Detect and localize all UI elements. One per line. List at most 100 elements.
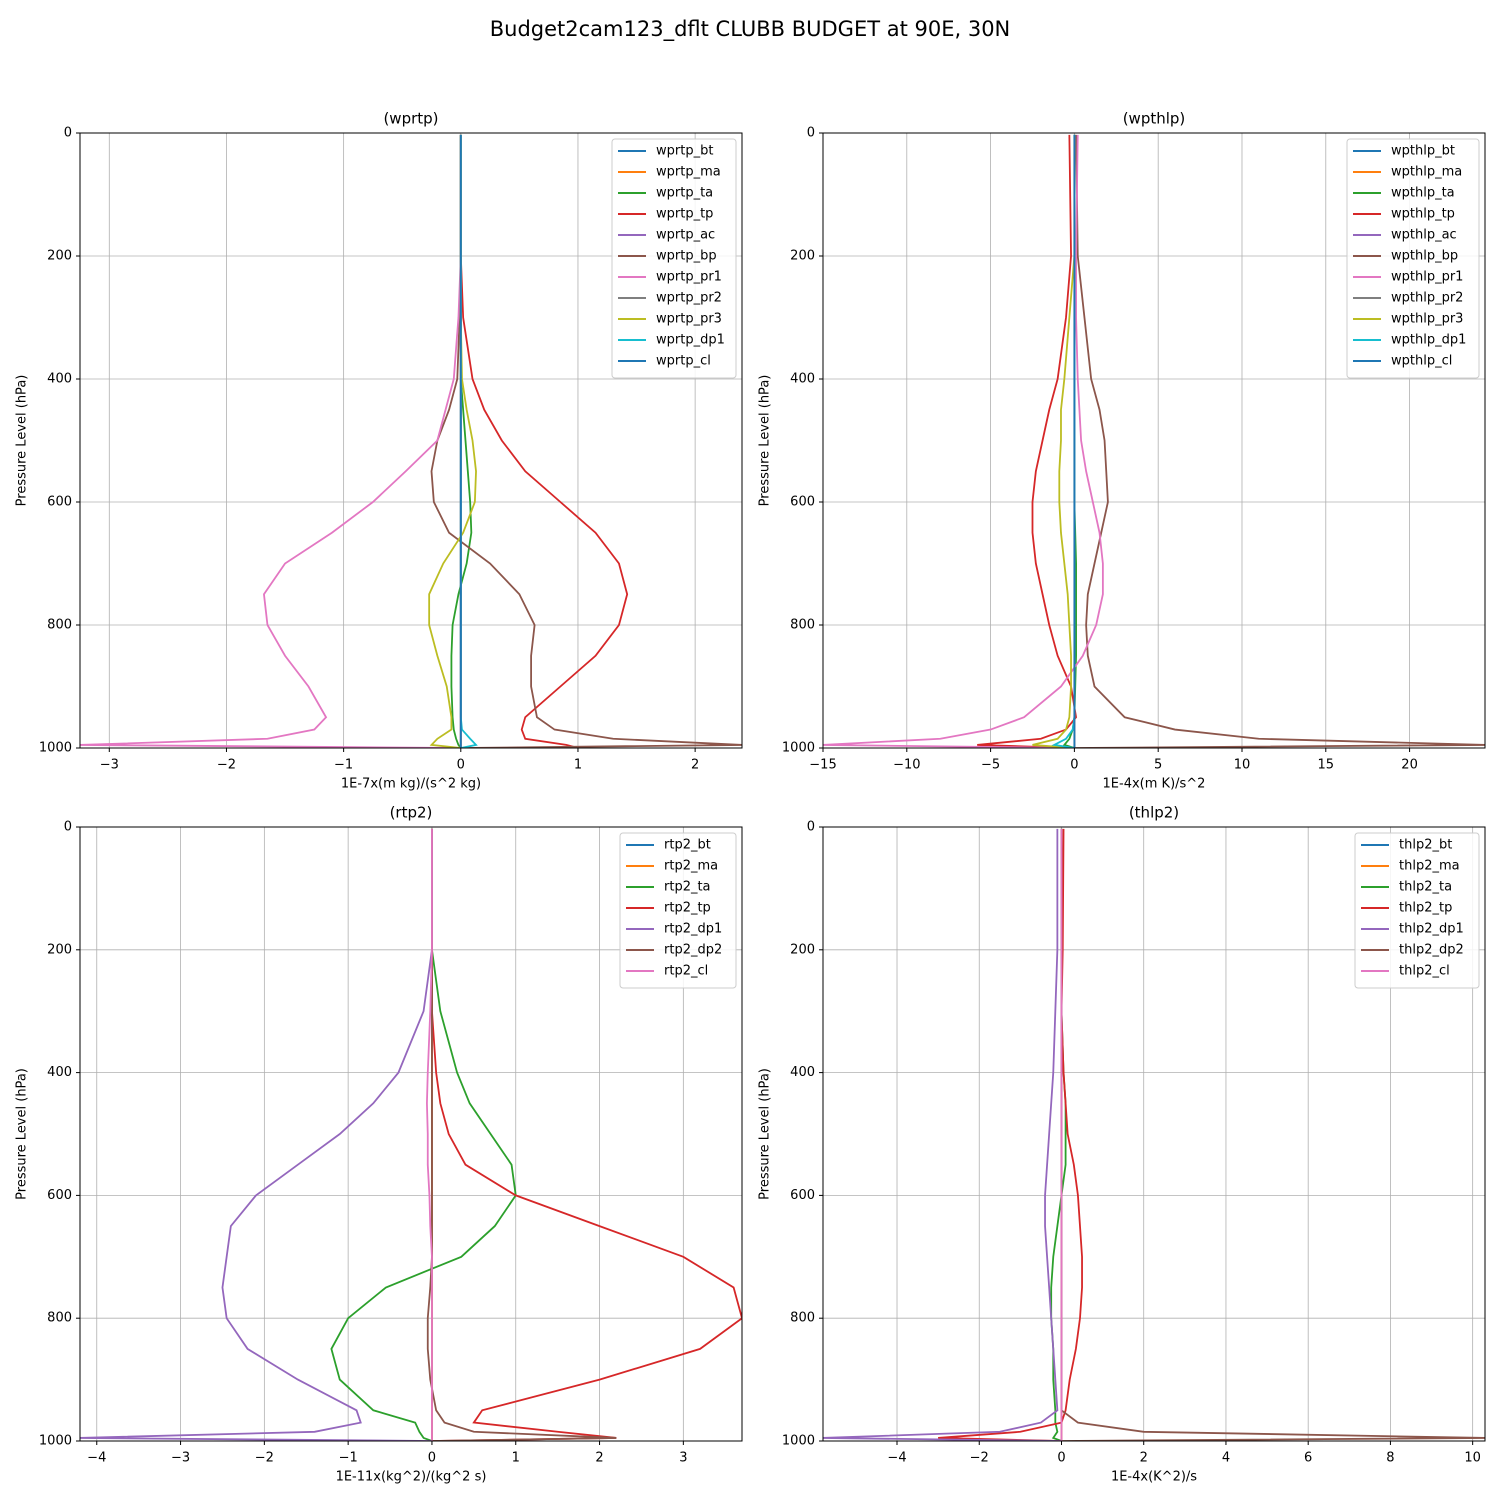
series-line xyxy=(938,828,1083,1441)
legend-label: wprtp_pr3 xyxy=(656,312,722,327)
y-axis-label: Pressure Level (hPa) xyxy=(758,1068,773,1200)
y-tick-label: 800 xyxy=(47,618,72,633)
y-tick-label: 800 xyxy=(790,618,815,633)
legend-label: wpthlp_ta xyxy=(1391,186,1455,201)
legend-label: wpthlp_ac xyxy=(1391,228,1457,243)
legend-label: wpthlp_dp1 xyxy=(1391,333,1466,348)
y-axis-label: Pressure Level (hPa) xyxy=(758,375,773,507)
x-tick-label: 20 xyxy=(1401,758,1418,773)
x-tick-label: 10 xyxy=(1464,1451,1481,1466)
x-axis-label: 1E-7x(m kg)/(s^2 kg) xyxy=(341,777,481,792)
legend-label: thlp2_dp2 xyxy=(1399,943,1464,958)
legend-label: rtp2_ta xyxy=(664,880,711,895)
x-tick-label: −2 xyxy=(255,1451,274,1466)
legend-label: wpthlp_pr1 xyxy=(1391,270,1463,285)
y-tick-label: 600 xyxy=(47,495,72,510)
x-tick-label: −5 xyxy=(981,758,1000,773)
legend-label: thlp2_ta xyxy=(1399,880,1452,895)
legend-label: wprtp_pr1 xyxy=(656,270,722,285)
subplot-title: (thlp2) xyxy=(1129,804,1179,822)
x-tick-label: −3 xyxy=(100,758,119,773)
y-tick-label: 800 xyxy=(790,1311,815,1326)
y-tick-label: 400 xyxy=(47,372,72,387)
x-tick-label: −4 xyxy=(887,1451,906,1466)
x-tick-label: 2 xyxy=(595,1451,603,1466)
series-line xyxy=(431,828,742,1441)
x-tick-label: 0 xyxy=(428,1451,436,1466)
legend-label: wprtp_dp1 xyxy=(656,333,725,348)
x-tick-label: 1 xyxy=(512,1451,520,1466)
y-tick-label: 0 xyxy=(807,126,815,141)
legend-label: wprtp_ma xyxy=(656,165,721,180)
x-tick-label: 0 xyxy=(1070,758,1078,773)
series-line xyxy=(428,134,477,748)
legend-label: wprtp_pr2 xyxy=(656,291,722,306)
x-tick-label: −2 xyxy=(217,758,236,773)
legend-label: wpthlp_pr3 xyxy=(1391,312,1463,327)
legend-label: rtp2_ma xyxy=(664,859,718,874)
y-axis-label: Pressure Level (hPa) xyxy=(15,375,30,507)
legend-label: wpthlp_tp xyxy=(1391,207,1455,222)
subplot-title: (rtp2) xyxy=(390,804,433,822)
x-tick-label: 15 xyxy=(1318,758,1335,773)
x-tick-label: −15 xyxy=(809,758,836,773)
legend-label: rtp2_tp xyxy=(664,901,711,916)
y-tick-label: 200 xyxy=(47,249,72,264)
plot-frame xyxy=(79,826,743,1442)
x-tick-label: −2 xyxy=(970,1451,989,1466)
y-tick-label: 200 xyxy=(790,942,815,957)
legend-label: wpthlp_ma xyxy=(1391,165,1462,180)
x-tick-label: 10 xyxy=(1234,758,1251,773)
series-line xyxy=(823,828,1062,1441)
legend-label: thlp2_tp xyxy=(1399,901,1452,916)
y-tick-label: 1000 xyxy=(39,1434,72,1449)
y-tick-label: 600 xyxy=(790,1188,815,1203)
y-tick-label: 0 xyxy=(807,820,815,835)
x-tick-label: 8 xyxy=(1386,1451,1394,1466)
series-line xyxy=(1074,134,1485,748)
series-line xyxy=(459,134,478,748)
x-tick-label: 4 xyxy=(1222,1451,1230,1466)
legend-label: thlp2_ma xyxy=(1399,859,1460,874)
y-tick-label: 1000 xyxy=(782,1434,815,1449)
legend-label: wprtp_cl xyxy=(656,354,711,369)
subplot-title: (wpthlp) xyxy=(1123,110,1186,128)
legend-label: wprtp_ta xyxy=(656,186,713,201)
legend-label: wprtp_tp xyxy=(656,207,713,222)
series-line xyxy=(426,828,433,1441)
y-axis-label: Pressure Level (hPa) xyxy=(15,1068,30,1200)
legend-label: thlp2_cl xyxy=(1399,964,1450,979)
subplot-title: (wprtp) xyxy=(383,110,438,128)
x-axis-label: 1E-4x(K^2)/s xyxy=(1111,1470,1197,1485)
legend-label: wpthlp_cl xyxy=(1391,354,1452,369)
legend-label: rtp2_cl xyxy=(664,964,708,979)
legend-label: wpthlp_pr2 xyxy=(1391,291,1463,306)
legend-label: wpthlp_bt xyxy=(1391,144,1455,159)
y-tick-label: 400 xyxy=(790,372,815,387)
x-tick-label: −1 xyxy=(334,758,353,773)
x-tick-label: 5 xyxy=(1154,758,1162,773)
y-tick-label: 200 xyxy=(790,249,815,264)
y-tick-label: 800 xyxy=(47,1311,72,1326)
legend-label: rtp2_bt xyxy=(664,838,711,853)
plot-frame xyxy=(822,826,1486,1442)
legend-label: wprtp_bp xyxy=(656,249,717,264)
y-tick-label: 600 xyxy=(47,1188,72,1203)
legend-label: wprtp_bt xyxy=(656,144,713,159)
legend-label: thlp2_dp1 xyxy=(1399,922,1464,937)
x-tick-label: 2 xyxy=(1140,1451,1148,1466)
legend-label: thlp2_bt xyxy=(1399,838,1452,853)
subplot: −4 −2 0 2 4 6 8 10 0 200 400 600 800 1000 (thlp2) 1E-4x… xyxy=(758,804,1486,1485)
x-tick-label: −4 xyxy=(87,1451,106,1466)
x-tick-label: −3 xyxy=(171,1451,190,1466)
y-tick-label: 600 xyxy=(790,495,815,510)
x-tick-label: 1 xyxy=(574,758,582,773)
figure-title: Budget2cam123_dflt CLUBB BUDGET at 90E, … xyxy=(490,17,1011,42)
subplot: −4 −3 −2 −1 0 1 2 3 0 200 400 600 800 1000 (rtp2) 1E-11… xyxy=(15,804,743,1485)
y-tick-label: 400 xyxy=(790,1065,815,1080)
series-line xyxy=(80,134,462,748)
x-tick-label: 2 xyxy=(691,758,699,773)
plot-frame xyxy=(822,132,1486,749)
x-axis-label: 1E-11x(kg^2)/(kg^2 s) xyxy=(336,1470,487,1485)
